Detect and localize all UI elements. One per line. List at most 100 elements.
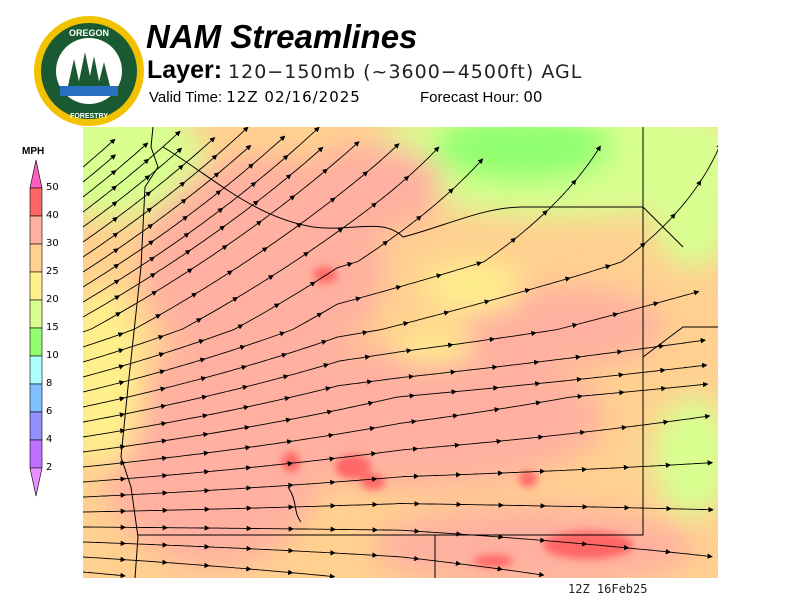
streamline-segment: [670, 506, 714, 513]
streamline-segment: [231, 247, 268, 272]
streamline-segment: [628, 462, 672, 468]
streamline-segment: [367, 143, 400, 173]
streamline-segment: [581, 372, 625, 380]
legend-swatch: [29, 243, 43, 273]
streamline-segment: [321, 296, 362, 314]
streamline-segment: [247, 374, 289, 387]
legend-tick-label: 15: [46, 322, 59, 333]
legend-tick-label: 10: [46, 350, 59, 361]
streamline-segment: [366, 321, 409, 333]
legend-tick-label: 8: [46, 378, 53, 389]
streamline-segment: [410, 342, 454, 351]
streamline-segment: [376, 554, 420, 562]
streamline-segment: [153, 232, 190, 258]
streamline-segment: [245, 352, 288, 367]
streamline-segment: [124, 455, 168, 464]
streamline-segment: [290, 409, 333, 420]
streamline-segment: [609, 242, 646, 267]
streamline-segment: [569, 264, 612, 279]
streamline-segment: [118, 240, 155, 265]
legend-swatch: [29, 327, 43, 357]
streamline-segment: [334, 501, 378, 508]
streamline-segment: [494, 330, 537, 340]
streamline-segment: [165, 413, 209, 424]
streamline-segment: [622, 367, 666, 376]
streamline-segment: [151, 181, 186, 209]
streamline-segment: [123, 369, 166, 383]
streamline-segment: [124, 559, 168, 566]
streamline-segment: [539, 376, 583, 384]
legend-swatch: [29, 215, 43, 245]
streamline-segment: [266, 222, 303, 249]
streamline-segment: [375, 175, 410, 204]
streamline-segment: [83, 138, 116, 168]
legend-tick-label: 50: [46, 182, 59, 193]
svg-text:FORESTRY: FORESTRY: [70, 113, 108, 120]
streamline-segment: [542, 429, 586, 438]
streamline-segment: [501, 568, 545, 578]
streamline-segment: [628, 505, 672, 512]
streamline-segment: [460, 470, 504, 476]
streamline-segment: [329, 379, 373, 389]
streamline-segment: [251, 504, 294, 510]
streamline-segment: [83, 380, 125, 393]
streamline-segment: [415, 413, 459, 422]
streamline-segment: [162, 318, 202, 337]
streamline-segment: [289, 386, 332, 399]
streamline-segment: [123, 352, 165, 367]
streamline-segment: [293, 526, 337, 532]
streamline-segment: [454, 364, 498, 373]
legend-swatch: [29, 187, 43, 217]
streamline-segment: [664, 362, 708, 371]
streamline-segment: [498, 400, 542, 410]
streamline-segment: [124, 542, 168, 548]
streamline-segment: [576, 312, 619, 325]
streamline-segment: [83, 571, 126, 578]
streamline-segment: [371, 374, 415, 382]
streamline-segment: [149, 147, 183, 177]
streamline-segment: [374, 419, 417, 429]
streamline-segment: [626, 419, 669, 428]
streamline-segment: [166, 469, 210, 476]
streamline-segment: [314, 262, 353, 283]
streamline-segment: [166, 562, 210, 569]
streamline-segment: [119, 290, 158, 314]
streamline-segment: [332, 425, 376, 436]
streamline-segment: [196, 270, 233, 294]
streamline-segment: [334, 552, 378, 558]
streamline-segment: [376, 473, 420, 480]
streamline-segment: [166, 431, 209, 441]
layer-value: 120−150mb (~3600−4500ft) AGL: [228, 61, 583, 83]
streamline-segment: [331, 400, 374, 412]
streamline-segment: [292, 550, 336, 556]
legend-unit: MPH: [22, 146, 45, 157]
streamline-segment: [124, 490, 168, 496]
streamline-segment: [418, 530, 462, 537]
streamline-segment: [291, 432, 334, 442]
valid-time-label: Valid Time:: [149, 89, 223, 106]
streamline-segment: [249, 439, 293, 448]
color-legend: [29, 159, 43, 497]
streamline-segment: [154, 249, 191, 274]
streamline-segment: [700, 142, 718, 182]
streamline-segment: [83, 460, 126, 468]
streamline-segment: [83, 312, 122, 333]
streamline-segment: [152, 215, 189, 242]
legend-tick-label: 2: [46, 462, 53, 473]
streamline-segment: [540, 393, 583, 403]
streamline-segment: [163, 339, 205, 354]
streamline-segment: [208, 565, 252, 572]
streamline-segment: [496, 359, 540, 368]
streamline-segment: [115, 158, 150, 187]
streamline-segment: [335, 527, 379, 533]
streamline-segment: [292, 456, 335, 464]
streamline-segment: [575, 145, 601, 181]
streamline-segment: [459, 438, 502, 446]
streamline-segment: [674, 179, 702, 215]
streamline-segment: [448, 299, 491, 313]
streamline-segment: [515, 210, 548, 239]
streamline-segment: [189, 225, 226, 251]
streamline-segment: [166, 544, 210, 550]
legend-swatch: [29, 271, 43, 301]
legend-tick-label: 6: [46, 406, 53, 417]
